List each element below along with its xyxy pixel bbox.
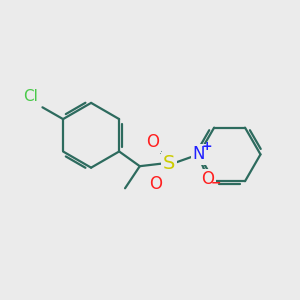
Text: S: S — [163, 154, 175, 173]
Text: N: N — [192, 146, 205, 164]
Text: O: O — [201, 170, 214, 188]
Text: −: − — [211, 176, 222, 190]
Text: +: + — [202, 140, 212, 153]
Text: O: O — [149, 176, 163, 194]
Text: Cl: Cl — [23, 89, 38, 104]
Text: O: O — [146, 133, 160, 151]
